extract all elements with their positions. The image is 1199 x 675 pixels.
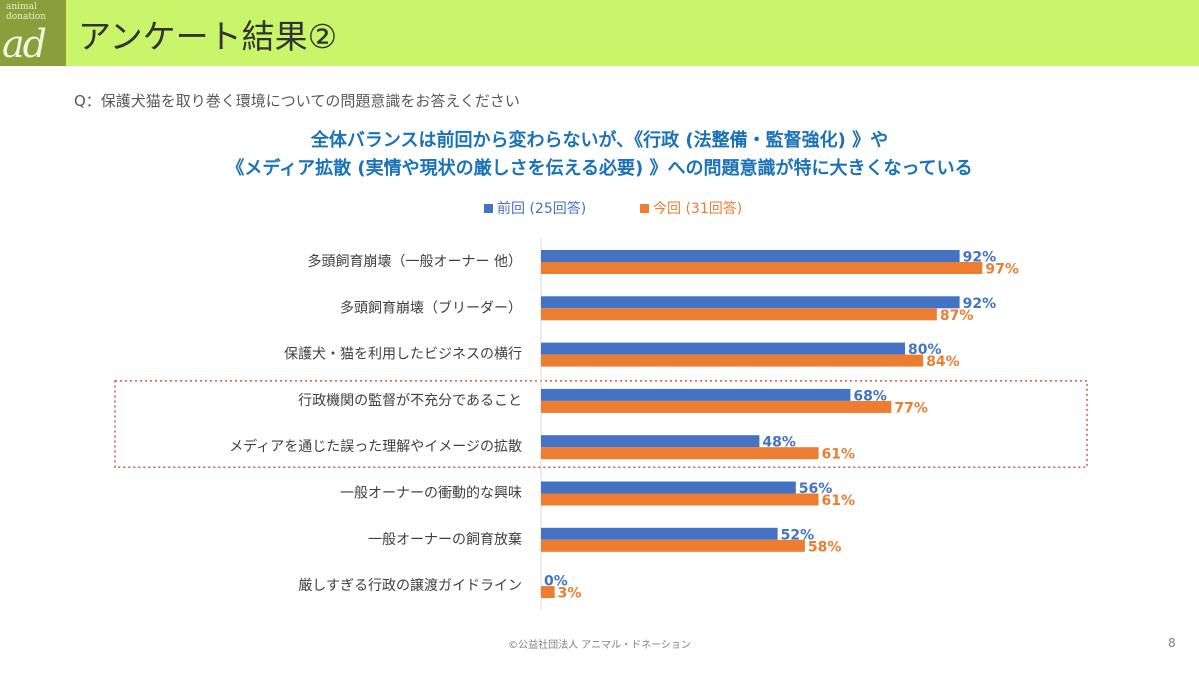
data-label-current: 61%	[822, 493, 856, 509]
category-label: メディアを通じた誤った理解やイメージの拡散	[229, 438, 522, 455]
bar-current	[541, 262, 983, 274]
bar-current	[541, 586, 555, 599]
headline-line-1: 全体バランスは前回から変わらないが、《行政 (法整備・監督強化) 》や	[310, 130, 889, 151]
data-label-current: 58%	[808, 539, 842, 555]
data-label-current: 97%	[985, 262, 1019, 278]
logo-text-donation: donation	[6, 12, 47, 22]
legend-swatch-current	[640, 204, 649, 213]
bar-previous	[541, 481, 796, 494]
data-label-current: 77%	[894, 400, 928, 416]
copyright-footer: ©公益社団法人 アニマル・ドネーション	[508, 640, 691, 651]
bar-current	[541, 354, 924, 367]
category-label: 多頭飼育崩壊（一般オーナー 他）	[308, 253, 522, 270]
bar-current	[541, 539, 805, 552]
data-label-previous: 56%	[799, 481, 833, 497]
bar-previous	[541, 388, 851, 401]
data-label-previous: 92%	[963, 296, 997, 312]
bar-previous	[541, 296, 960, 309]
bar-current	[541, 400, 892, 413]
legend-label-previous: 前回 (25回答)	[497, 201, 587, 217]
page-number: 8	[1168, 636, 1176, 650]
data-label-previous: 92%	[963, 250, 997, 266]
logo-text-animal: animal	[6, 2, 37, 12]
category-label: 一般オーナーの飼育放棄	[368, 532, 522, 548]
category-label: 一般オーナーの衝動的な興味	[340, 486, 522, 502]
bar-previous	[541, 435, 760, 448]
survey-question: Q：保護犬猫を取り巻く環境についての問題意識をお答えください	[74, 92, 520, 110]
legend-swatch-previous	[484, 204, 493, 213]
data-label-previous: 48%	[762, 435, 796, 451]
header-bar: animal donation ad アンケート結果②	[0, 0, 1199, 66]
category-label: 厳しすぎる行政の譲渡ガイドライン	[298, 578, 522, 594]
bar-current	[541, 308, 937, 321]
bar-previous	[541, 342, 905, 355]
animal-donation-logo: animal donation ad	[0, 0, 66, 66]
data-label-current: 87%	[940, 308, 974, 324]
data-label-previous: 52%	[781, 527, 815, 543]
data-label-current: 3%	[558, 586, 582, 602]
headline-line-2: 《メディア拡散 (実情や現状の厳しさを伝える必要) 》への問題意識が特に大きくな…	[226, 158, 973, 179]
bar-current	[541, 493, 819, 506]
data-label-previous: 0%	[544, 574, 568, 590]
logo-mark: ad	[2, 22, 47, 66]
bar-current	[541, 447, 819, 460]
category-label: 行政機関の監督が不充分であること	[298, 392, 522, 409]
bar-previous	[541, 250, 960, 262]
legend-item-current: 今回 (31回答)	[640, 198, 742, 218]
legend-item-previous: 前回 (25回答)	[484, 198, 586, 218]
data-label-current: 84%	[926, 354, 960, 370]
highlight-box	[114, 380, 1088, 468]
data-label-current: 61%	[822, 447, 856, 463]
data-label-previous: 80%	[908, 342, 942, 358]
category-label: 保護犬・猫を利用したビジネスの横行	[284, 347, 522, 363]
page-title: アンケート結果②	[78, 17, 338, 56]
data-label-previous: 68%	[853, 388, 887, 404]
legend-label-current: 今回 (31回答)	[653, 201, 743, 217]
bar-previous	[541, 527, 778, 540]
category-label: 多頭飼育崩壊（ブリーダー）	[340, 299, 522, 316]
